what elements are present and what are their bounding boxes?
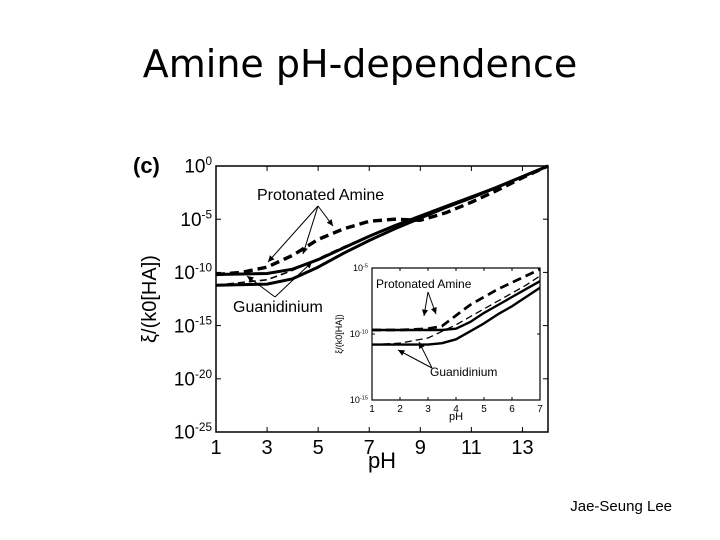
main-arrowhead xyxy=(301,247,308,254)
inset-x-tick-label: 5 xyxy=(481,404,487,415)
main-x-tick-label: 1 xyxy=(210,437,221,459)
inset-y-axis-label: ξ/(k0[HA]) xyxy=(334,314,344,354)
main-y-tick-label: 10-15 xyxy=(174,315,213,338)
main-x-axis-label: pH xyxy=(368,448,396,473)
main-arrowhead xyxy=(247,276,254,283)
main-y-tick-label: 10-25 xyxy=(174,421,213,444)
main-y-tick-label: 10-10 xyxy=(174,261,213,284)
inset-x-tick-label: 4 xyxy=(453,404,459,415)
main-x-tick-label: 13 xyxy=(511,437,533,459)
inset-x-tick-label: 1 xyxy=(369,404,375,415)
slide-title: Amine pH-dependence xyxy=(142,42,578,86)
inset-plot: 1 2 3 4 5 6 7 10-5 10-10 10-15 pH ξ/(k0[HA]) Protona… xyxy=(334,263,543,423)
main-annotation-1: Protonated Amine xyxy=(257,187,384,204)
main-arrowhead xyxy=(326,219,333,226)
inset-x-tick-label: 7 xyxy=(537,404,543,415)
main-x-tick-label: 7 xyxy=(364,437,375,459)
inset-x-tick-label: 2 xyxy=(397,404,403,415)
main-annotation-arrow xyxy=(267,205,319,263)
inset-series-3 xyxy=(372,286,541,346)
main-annotation-2: Guanidinium xyxy=(233,299,323,316)
main-x-tick-label: 5 xyxy=(313,437,324,459)
inset-y-tick-label: 10-5 xyxy=(353,263,368,273)
inset-arrowhead xyxy=(422,309,429,316)
inset-frame xyxy=(371,267,541,401)
main-x-tick-label: 11 xyxy=(461,437,482,459)
main-y-tick-label: 10-20 xyxy=(174,368,213,391)
inset-annotation-2: Guanidinium xyxy=(430,365,497,379)
main-series-2 xyxy=(215,164,549,277)
inset-series-2 xyxy=(372,268,541,332)
main-series-4 xyxy=(215,165,549,286)
inset-y-tick-label: 10-10 xyxy=(350,329,368,339)
inset-x-tick-label: 3 xyxy=(425,404,431,415)
inset-annotation-1: Protonated Amine xyxy=(376,277,472,291)
main-arrowhead xyxy=(268,255,275,262)
main-y-tick-label: 100 xyxy=(184,155,212,178)
inset-x-tick-label: 6 xyxy=(509,404,515,415)
inset-arrowhead xyxy=(398,350,405,356)
inset-arrowhead xyxy=(430,307,437,314)
main-annotation-arrow xyxy=(274,261,313,298)
inset-annotation-arrow xyxy=(397,349,433,369)
main-x-tick-label: 3 xyxy=(262,437,273,459)
main-arrowhead xyxy=(305,262,312,269)
main-y-tick-label: 10-5 xyxy=(180,208,212,231)
main-y-axis-label: ξ/(k0[HA]) xyxy=(139,255,161,343)
inset-y-tick-label: 10-15 xyxy=(350,395,368,405)
inset-arrowhead xyxy=(419,342,425,349)
main-x-tick-label: 9 xyxy=(415,437,426,459)
panel-label: (c) xyxy=(133,153,160,178)
main-annotation-arrow xyxy=(302,205,319,255)
inset-x-axis-label: pH xyxy=(449,411,463,423)
inset-series-4 xyxy=(371,275,541,346)
author-credit: Jae-Seung Lee xyxy=(570,498,672,515)
